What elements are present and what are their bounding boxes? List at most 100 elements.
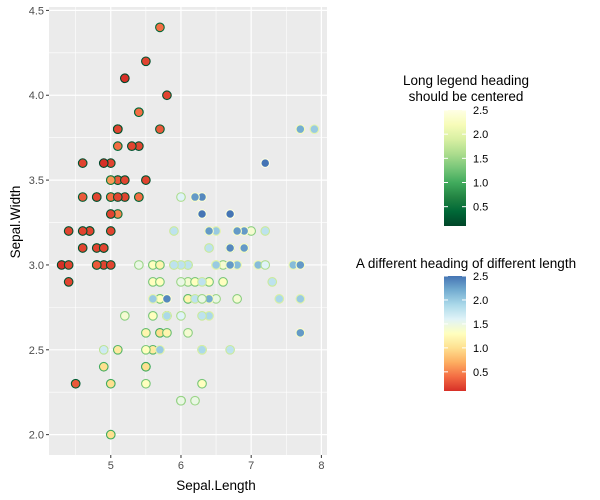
data-point: [105, 429, 116, 440]
legend-2-ticks: 0.5 1.0 1.5 2.0 2.5: [444, 271, 488, 379]
legend-1-title-line-2: should be centered: [409, 89, 524, 104]
data-point: [225, 344, 235, 355]
data-point: [91, 192, 102, 202]
data-point: [112, 344, 123, 355]
data-point: [260, 158, 271, 168]
legend-2-break-label: 2.0: [473, 295, 488, 307]
data-point: [190, 192, 200, 202]
x-tick-label: 5: [108, 460, 114, 472]
data-point: [134, 107, 144, 118]
data-point: [197, 294, 207, 304]
data-point: [267, 277, 278, 287]
data-point: [98, 361, 109, 372]
data-point: [141, 56, 151, 67]
data-point: [77, 243, 88, 253]
data-point: [183, 327, 193, 338]
data-point: [112, 141, 123, 152]
data-point: [197, 277, 207, 287]
data-point: [162, 294, 172, 304]
data-point: [105, 175, 116, 185]
data-point: [295, 294, 306, 304]
y-tick-label: 3.5: [29, 175, 44, 187]
data-point: [63, 226, 74, 236]
data-point: [204, 226, 214, 236]
data-point: [134, 192, 144, 202]
data-point: [162, 310, 172, 321]
y-tick-label: 2.0: [29, 430, 44, 442]
data-point: [190, 395, 200, 406]
plot-panel: [49, 7, 327, 455]
data-point: [105, 378, 116, 389]
data-point: [295, 327, 306, 338]
legend-outline-colour: Long legend heading should be centered 0…: [403, 73, 529, 226]
data-point: [77, 226, 88, 236]
y-tick-label: 4.0: [29, 90, 44, 102]
legend-2-break-label: 2.5: [473, 271, 488, 283]
data-point: [169, 226, 179, 236]
data-point: [204, 243, 214, 253]
data-point: [197, 378, 207, 389]
data-point: [91, 260, 102, 270]
data-point: [225, 260, 235, 270]
data-point: [176, 277, 186, 287]
data-point: [211, 260, 221, 270]
legend-1-break-label: 1.5: [473, 153, 488, 165]
legend-2-break-label: 1.5: [473, 319, 488, 331]
legend-1-title-line-1: Long legend heading: [403, 73, 529, 88]
data-point: [197, 310, 207, 321]
data-point: [260, 226, 271, 236]
legend-2-colorbar: [444, 276, 466, 391]
data-point: [105, 260, 116, 270]
data-point: [141, 344, 151, 355]
legend-2-title: A different heading of different length: [356, 256, 576, 271]
data-point: [225, 243, 235, 253]
data-point: [63, 277, 74, 287]
data-point: [77, 192, 88, 202]
legend-1-break-label: 0.5: [473, 202, 488, 214]
data-point: [134, 260, 144, 270]
data-point: [98, 158, 109, 168]
data-point: [155, 260, 165, 270]
data-point: [176, 310, 186, 321]
data-point: [218, 277, 228, 287]
data-point: [141, 361, 151, 372]
data-point: [98, 344, 109, 355]
legend-1-ticks: 0.5 1.0 1.5 2.0 2.5: [444, 105, 488, 214]
data-point: [274, 294, 285, 304]
data-point: [232, 294, 242, 304]
y-axis-title: Sepal.Width: [8, 186, 23, 259]
data-point: [232, 226, 242, 236]
x-tick-label: 7: [248, 460, 254, 472]
data-point: [295, 260, 306, 270]
legend-2-break-label: 0.5: [473, 367, 488, 379]
y-tick-label: 4.5: [29, 5, 44, 17]
data-point: [295, 124, 306, 135]
data-point: [112, 124, 123, 135]
data-point: [260, 260, 271, 270]
legend-fill: A different heading of different length …: [356, 256, 576, 391]
data-points: [56, 22, 320, 440]
data-point: [176, 395, 186, 406]
data-point: [105, 209, 116, 219]
data-point: [162, 90, 172, 101]
data-point: [105, 226, 116, 236]
data-point: [197, 209, 207, 219]
data-point: [197, 344, 207, 355]
y-axis: 2.0 2.5 3.0 3.5 4.0 4.5: [29, 5, 49, 442]
legend-1-break-label: 1.0: [473, 178, 488, 190]
data-point: [141, 378, 151, 389]
data-point: [155, 277, 165, 287]
y-tick-label: 3.0: [29, 260, 44, 272]
data-point: [162, 327, 172, 338]
x-tick-label: 6: [178, 460, 184, 472]
data-point: [141, 175, 151, 185]
x-axis-title: Sepal.Length: [176, 478, 256, 493]
legend-1-colorbar: [444, 110, 466, 226]
data-point: [176, 192, 186, 202]
data-point: [126, 141, 137, 152]
data-point: [239, 243, 250, 253]
data-point: [70, 378, 81, 389]
data-point: [119, 73, 130, 84]
data-point: [225, 209, 235, 219]
